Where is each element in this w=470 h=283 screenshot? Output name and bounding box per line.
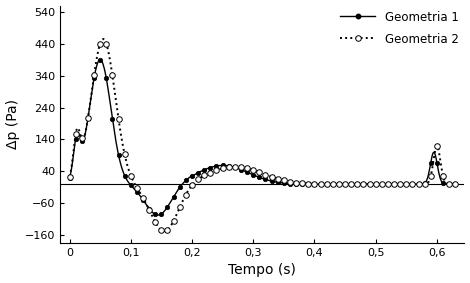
Geometria 1 (269, 179, 274, 183)
Geometria 1 (122, 174, 127, 177)
Geometria 2 (330, 183, 336, 186)
Geometria 1 (293, 182, 299, 186)
Legend: Geometria 1, Geometria 2: Geometria 1, Geometria 2 (335, 7, 463, 50)
Geometria 1 (324, 183, 329, 186)
Geometria 2 (238, 166, 244, 169)
Line: Geometria 1: Geometria 1 (67, 57, 457, 216)
Geometria 2 (453, 182, 458, 186)
X-axis label: Tempo (s): Tempo (s) (228, 263, 296, 277)
Geometria 1 (330, 183, 336, 186)
Geometria 2 (293, 181, 299, 184)
Geometria 2 (122, 153, 127, 156)
Line: Geometria 2: Geometria 2 (67, 41, 458, 233)
Geometria 2 (158, 228, 164, 232)
Geometria 2 (324, 182, 329, 186)
Geometria 1 (453, 183, 458, 186)
Geometria 2 (269, 175, 274, 179)
Geometria 1 (152, 213, 158, 216)
Geometria 1 (97, 58, 103, 61)
Geometria 2 (97, 42, 103, 45)
Geometria 1 (67, 176, 72, 179)
Geometria 2 (67, 175, 72, 178)
Y-axis label: Δp (Pa): Δp (Pa) (6, 99, 20, 149)
Geometria 1 (238, 168, 244, 171)
